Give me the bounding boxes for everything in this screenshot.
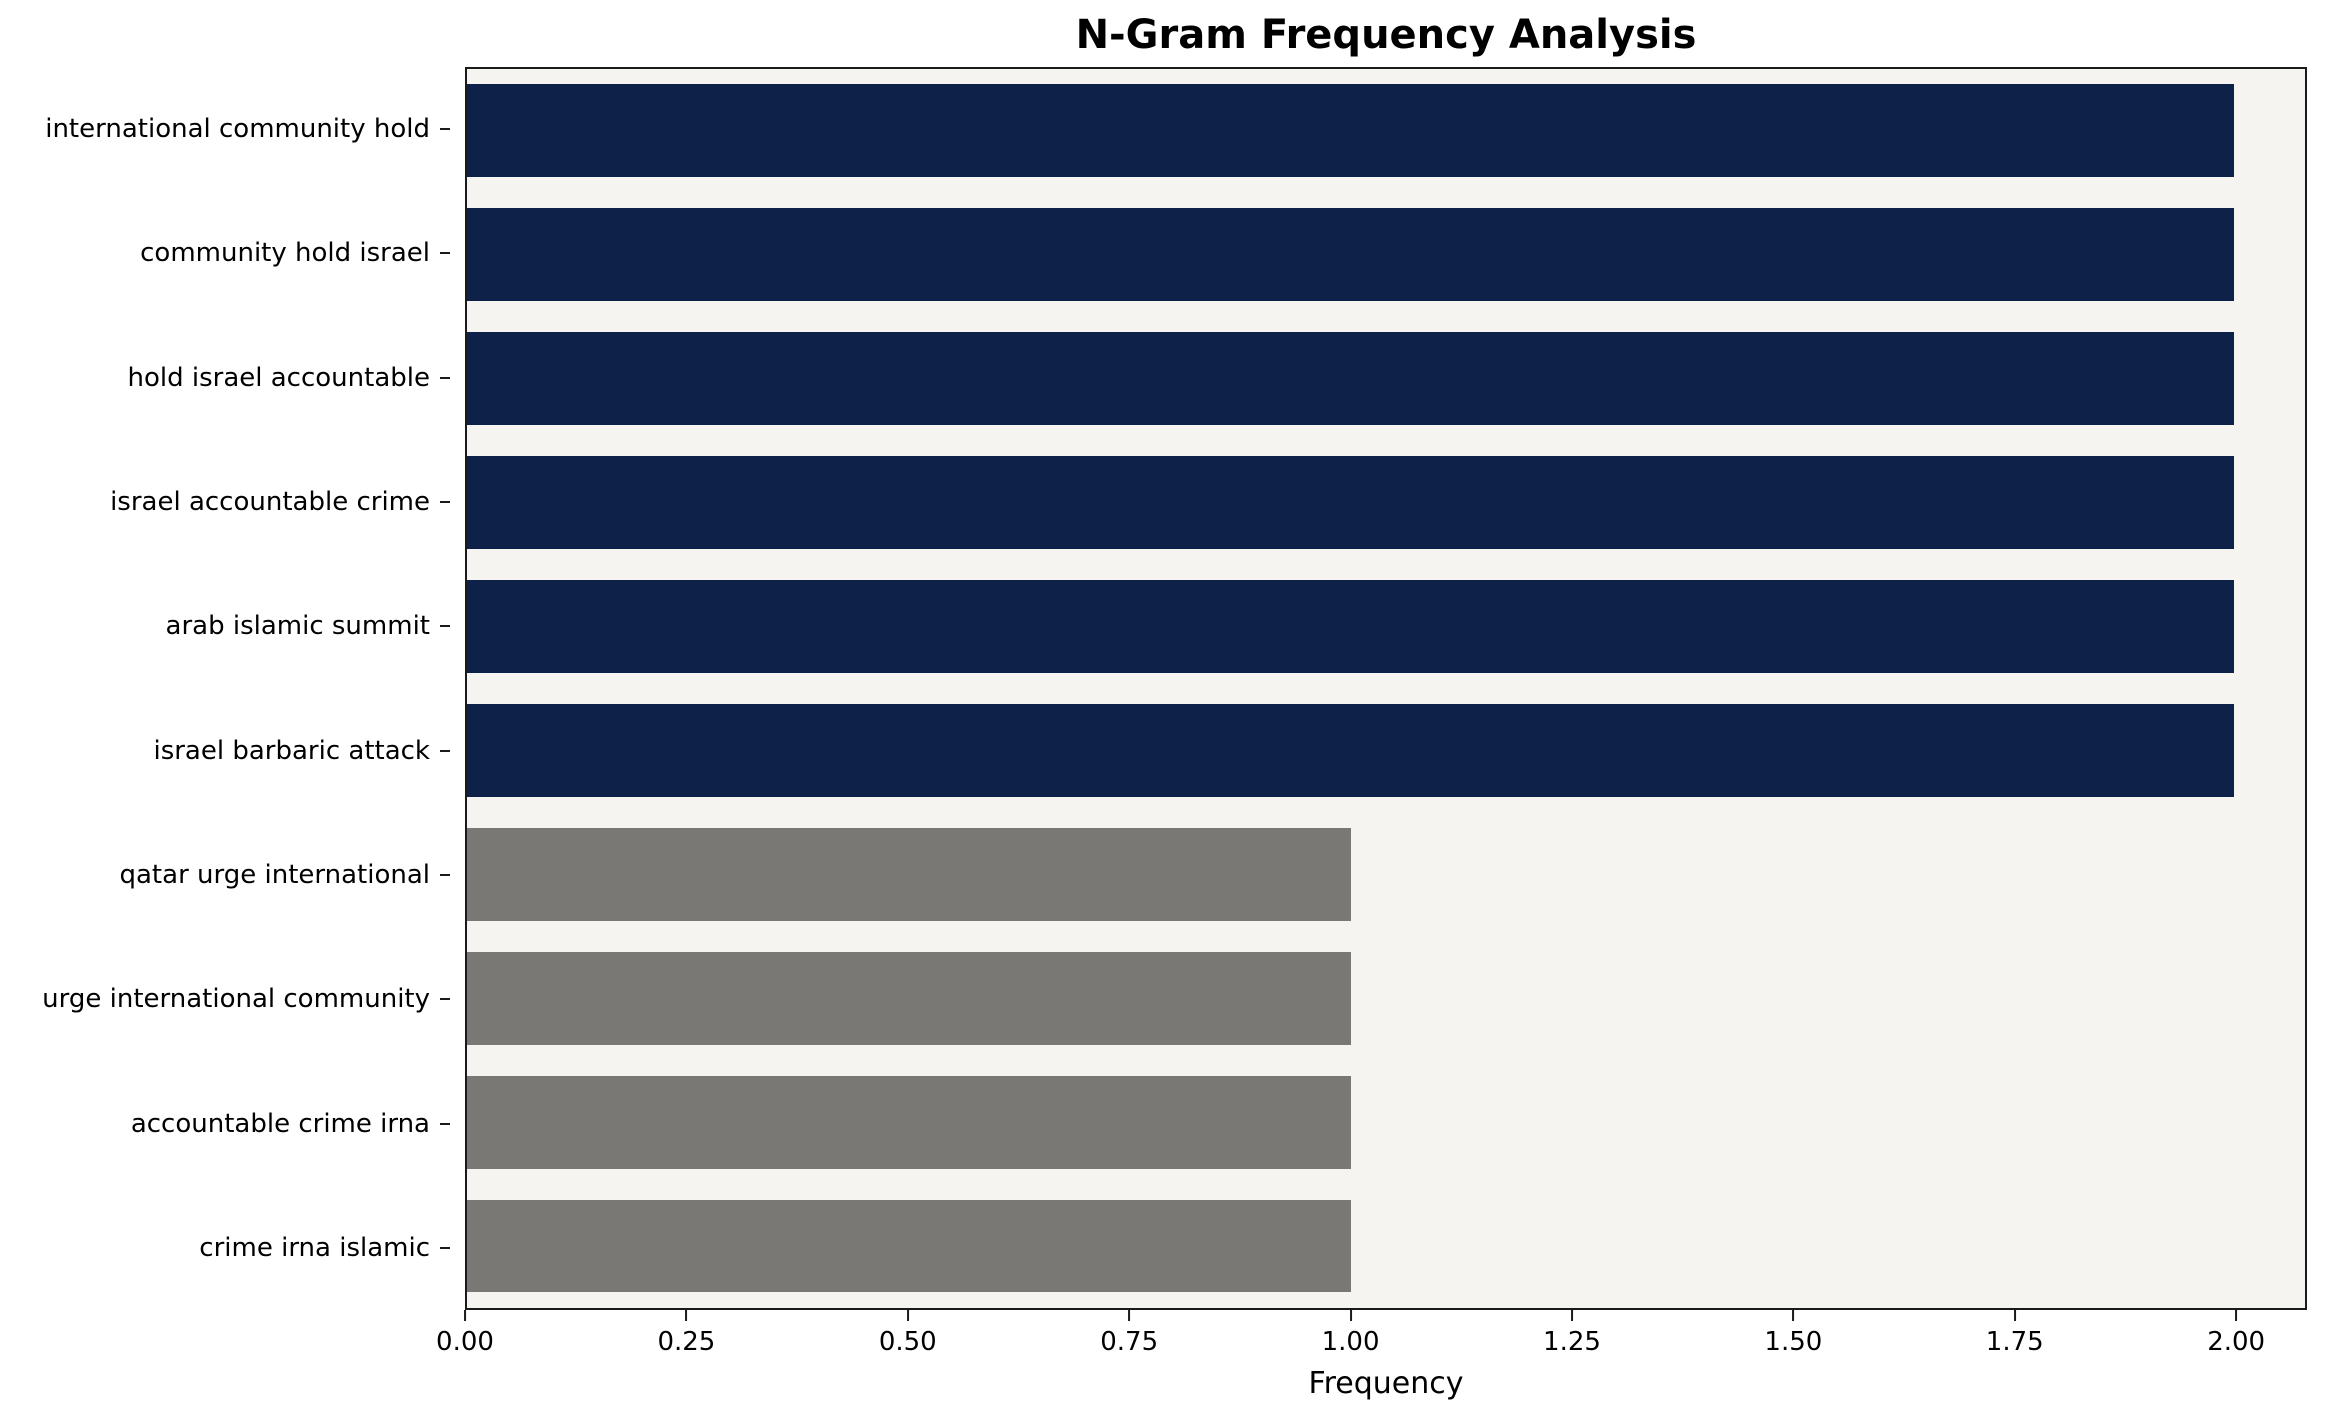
y-tick-label: urge international community [42, 984, 430, 1015]
x-tick: 2.00 [2207, 1310, 2265, 1357]
y-tick-mark [440, 376, 450, 379]
y-tick-mark [440, 1122, 450, 1125]
x-axis: 0.00 0.25 0.50 0.75 1.00 1.25 1.50 1.75 2.00 [436, 1310, 2307, 1380]
x-tick-mark [906, 1310, 909, 1321]
y-tick-label: international community hold [45, 114, 430, 145]
y-tick-label: arab islamic summit [165, 611, 430, 642]
bar [467, 703, 2235, 797]
x-tick-label: 1.00 [1321, 1327, 1380, 1357]
x-tick-mark [685, 1310, 688, 1321]
bar [467, 827, 1351, 921]
y-tick-mark [440, 128, 450, 131]
y-tick-mark [440, 501, 450, 504]
bar [467, 580, 2235, 673]
y-tick-label: hold israel accountable [127, 362, 431, 393]
bar [467, 84, 2235, 178]
bar-row [467, 1184, 2305, 1308]
y-tick-label: crime irna islamic [199, 1232, 430, 1263]
bar [467, 456, 2235, 550]
x-tick: 1.00 [1322, 1310, 1380, 1357]
y-tick-mark [440, 998, 450, 1001]
y-label-row: crime irna islamic [0, 1186, 450, 1310]
bar [467, 1199, 1351, 1293]
x-tick-mark [2013, 1310, 2016, 1321]
y-tick-mark [440, 252, 450, 255]
y-label-row: accountable crime irna [0, 1061, 450, 1185]
y-label-row: international community hold [0, 67, 450, 191]
x-tick-mark [2235, 1310, 2238, 1321]
x-tick: 1.75 [1986, 1310, 2044, 1357]
x-tick-label: 0.00 [436, 1327, 494, 1357]
y-label-row: urge international community [0, 937, 450, 1061]
plot-area [465, 67, 2307, 1310]
y-tick-mark [440, 1246, 450, 1249]
bar-row [467, 69, 2305, 193]
y-tick-label: qatar urge international [119, 859, 431, 890]
y-label-row: arab islamic summit [0, 564, 450, 688]
y-tick-mark [440, 749, 450, 752]
y-axis-labels: international community hold community ho… [0, 67, 450, 1310]
x-tick-label: 0.75 [1100, 1327, 1159, 1357]
bar-row [467, 193, 2305, 317]
x-tick: 0.75 [1100, 1310, 1158, 1357]
bar [467, 208, 2235, 302]
bar [467, 951, 1351, 1045]
x-tick-label: 2.00 [2207, 1327, 2266, 1357]
x-tick: 1.50 [1764, 1310, 1822, 1357]
y-tick-label: community hold israel [140, 238, 430, 269]
y-label-row: israel barbaric attack [0, 689, 450, 813]
bar-row [467, 441, 2305, 565]
bar-row [467, 565, 2305, 689]
bar [467, 332, 2235, 426]
bar-row [467, 812, 2305, 936]
y-label-row: hold israel accountable [0, 316, 450, 440]
bar-row [467, 936, 2305, 1060]
x-tick-mark [463, 1310, 466, 1321]
x-tick: 0.00 [436, 1310, 494, 1357]
x-tick-label: 1.75 [1985, 1327, 2044, 1357]
x-tick-label: 1.50 [1764, 1327, 1823, 1357]
x-tick: 0.50 [879, 1310, 937, 1357]
x-tick-mark [1349, 1310, 1352, 1321]
y-label-row: qatar urge international [0, 813, 450, 937]
bar-row [467, 1060, 2305, 1184]
bar-row [467, 689, 2305, 813]
x-tick: 0.25 [657, 1310, 715, 1357]
y-tick-label: israel accountable crime [110, 487, 430, 518]
y-tick-label: accountable crime irna [130, 1108, 430, 1139]
x-tick-label: 1.25 [1543, 1327, 1601, 1357]
x-tick-mark [1128, 1310, 1131, 1321]
y-tick-mark [440, 625, 450, 628]
x-tick: 1.25 [1543, 1310, 1601, 1357]
x-tick-label: 0.25 [657, 1327, 716, 1357]
x-axis-label: Frequency [1308, 1366, 1464, 1401]
y-label-row: israel accountable crime [0, 440, 450, 564]
y-tick-mark [440, 873, 450, 876]
bar-row [467, 317, 2305, 441]
y-label-row: community hold israel [0, 191, 450, 315]
x-tick-mark [1792, 1310, 1795, 1321]
chart-title: N-Gram Frequency Analysis [1075, 12, 1697, 58]
x-tick-label: 0.50 [878, 1327, 937, 1357]
y-tick-label: israel barbaric attack [153, 735, 430, 766]
bar [467, 1075, 1351, 1169]
x-tick-mark [1570, 1310, 1573, 1321]
